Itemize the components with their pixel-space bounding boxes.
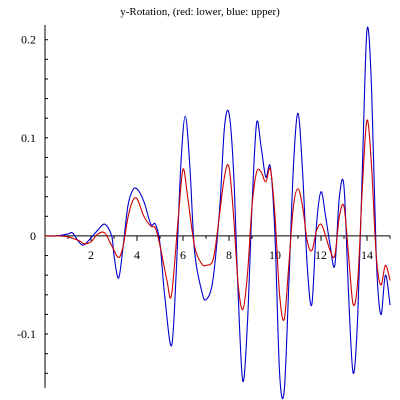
y-tick-label: 0	[30, 229, 36, 243]
chart-title: y-Rotation, (red: lower, blue: upper)	[120, 6, 280, 18]
x-tick-label: 10	[269, 248, 281, 262]
series	[44, 26, 391, 400]
x-tick-label: 8	[226, 248, 232, 262]
x-tick-label: 2	[88, 248, 94, 262]
x-tick-label: 4	[134, 248, 140, 262]
y-tick-label: 0.1	[21, 131, 36, 145]
x-tick-label: 14	[361, 248, 373, 262]
y-tick-label: -0.1	[17, 327, 36, 341]
y-tick-label: 0.2	[21, 33, 36, 47]
ticks: 2 4 6 8 10 12 14 -0.1 0 0.1 0.2	[17, 33, 391, 374]
series-line-lower	[44, 119, 391, 321]
x-tick-label: 6	[180, 248, 186, 262]
series-line-upper	[44, 26, 391, 400]
x-tick-label: 12	[315, 248, 327, 262]
